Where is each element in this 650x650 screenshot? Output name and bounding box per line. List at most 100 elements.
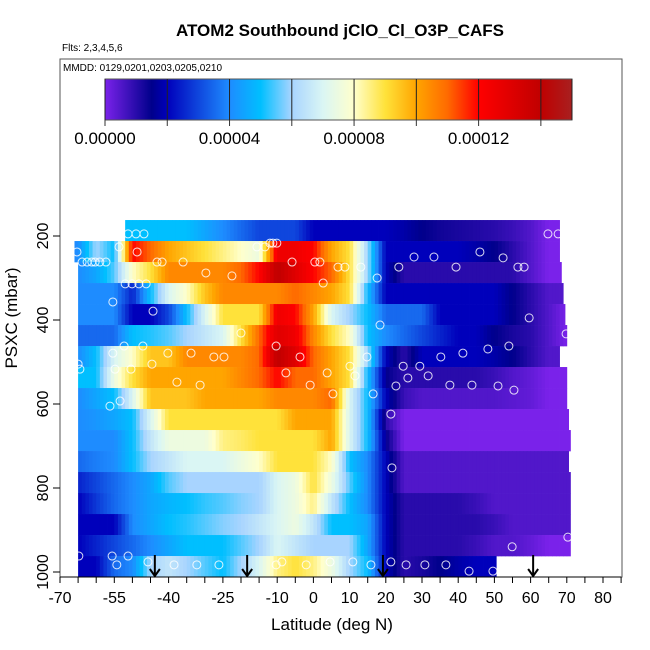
heatmap-cell <box>411 409 416 431</box>
heatmap-cell <box>458 388 463 410</box>
heatmap-cell <box>132 388 137 410</box>
heatmap-cell <box>269 493 274 515</box>
heatmap-cell <box>103 262 108 284</box>
heatmap-cell <box>345 220 350 242</box>
heatmap-cell <box>230 409 235 431</box>
heatmap-cell <box>313 388 318 410</box>
heatmap-cell <box>534 409 539 431</box>
heatmap-cell <box>385 472 390 494</box>
heatmap-cell <box>385 241 390 263</box>
heatmap-cell <box>237 409 242 431</box>
heatmap-cell <box>443 283 448 305</box>
heatmap-cell <box>324 262 329 284</box>
heatmap-cell <box>251 241 256 263</box>
heatmap-cell <box>512 514 517 536</box>
heatmap-cell <box>447 451 452 473</box>
heatmap-cell <box>269 367 274 389</box>
heatmap-cell <box>400 535 405 557</box>
heatmap-cell <box>291 304 296 326</box>
heatmap-cell <box>222 241 227 263</box>
heatmap-cell <box>317 325 322 347</box>
heatmap-cell <box>389 283 394 305</box>
heatmap-cell <box>487 241 492 263</box>
heatmap-cell <box>161 283 166 305</box>
heatmap-cell <box>526 283 531 305</box>
heatmap-cell <box>92 451 97 473</box>
heatmap-cell <box>519 220 524 242</box>
heatmap-cell <box>516 346 521 368</box>
heatmap-cell <box>154 283 159 305</box>
heatmap-cell <box>364 220 369 242</box>
heatmap-cell <box>545 304 550 326</box>
heatmap-cell <box>146 451 151 473</box>
observation-point <box>563 532 573 542</box>
heatmap-cell <box>498 346 503 368</box>
heatmap-cell <box>107 388 112 410</box>
heatmap-cell <box>125 493 130 515</box>
heatmap-cell <box>498 535 503 557</box>
heatmap-cell <box>465 262 470 284</box>
heatmap-cell <box>447 241 452 263</box>
heatmap-cell <box>208 262 213 284</box>
heatmap-cell <box>512 262 517 284</box>
heatmap-cell <box>490 262 495 284</box>
heatmap-cell <box>563 430 568 452</box>
heatmap-cell <box>432 220 437 242</box>
heatmap-cell <box>219 241 224 263</box>
heatmap-cell <box>183 220 188 242</box>
heatmap-cell <box>483 283 488 305</box>
heatmap-cell <box>516 472 521 494</box>
heatmap-cell <box>490 472 495 494</box>
heatmap-cell <box>374 409 379 431</box>
heatmap-cell <box>519 535 524 557</box>
heatmap-cell <box>422 388 427 410</box>
heatmap-cell <box>215 241 220 263</box>
heatmap-cell <box>555 409 560 431</box>
heatmap-cell <box>215 367 220 389</box>
heatmap-cell <box>309 304 314 326</box>
heatmap-cell <box>78 283 83 305</box>
heatmap-cell <box>136 472 141 494</box>
heatmap-cell <box>273 493 278 515</box>
heatmap-cell <box>458 220 463 242</box>
heatmap-cell <box>378 556 383 578</box>
heatmap-cell <box>222 283 227 305</box>
heatmap-cell <box>382 325 387 347</box>
heatmap-cell <box>534 451 539 473</box>
heatmap-cell <box>440 283 445 305</box>
heatmap-cell <box>552 325 557 347</box>
heatmap-cell <box>186 472 191 494</box>
heatmap-cell <box>356 451 361 473</box>
heatmap-cell <box>121 535 126 557</box>
heatmap-cell <box>168 493 173 515</box>
heatmap-cell <box>248 388 253 410</box>
heatmap-cell <box>295 493 300 515</box>
heatmap-cell <box>353 367 358 389</box>
observation-point <box>441 560 451 570</box>
heatmap-cell <box>317 535 322 557</box>
heatmap-cell <box>302 325 307 347</box>
observation-point <box>345 361 355 371</box>
heatmap-cell <box>226 262 231 284</box>
heatmap-cell <box>244 304 249 326</box>
heatmap-cell <box>92 262 97 284</box>
heatmap-cell <box>389 346 394 368</box>
heatmap-cell <box>331 514 336 536</box>
heatmap-cell <box>175 430 180 452</box>
heatmap-cell <box>566 472 571 494</box>
heatmap-cell <box>338 304 343 326</box>
heatmap-cell <box>107 304 112 326</box>
heatmap-cell <box>212 304 217 326</box>
heatmap-row <box>78 535 571 557</box>
heatmap-cell <box>313 241 318 263</box>
heatmap-cell <box>241 493 246 515</box>
heatmap-cell <box>476 556 481 578</box>
heatmap-cell <box>269 388 274 410</box>
heatmap-cell <box>139 388 144 410</box>
heatmap-cell <box>432 451 437 473</box>
heatmap-cell <box>479 346 484 368</box>
heatmap-cell <box>92 409 97 431</box>
heatmap-cell <box>226 304 231 326</box>
heatmap-cell <box>523 283 528 305</box>
observation-point <box>186 348 196 358</box>
